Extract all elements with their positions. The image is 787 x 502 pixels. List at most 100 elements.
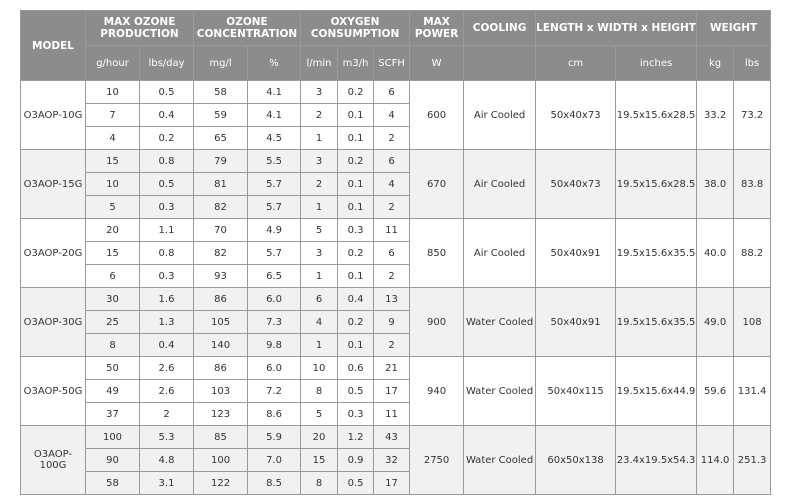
value-cell: 10 xyxy=(85,172,140,196)
value-cell: 5.7 xyxy=(247,241,302,265)
value-cell: 4.8 xyxy=(138,448,195,472)
power-cell: 900 xyxy=(409,287,465,357)
value-cell: 6 xyxy=(373,241,411,265)
value-cell: 2 xyxy=(373,195,411,219)
weight-kg-cell: 49.0 xyxy=(696,287,735,357)
value-cell: 2 xyxy=(138,402,195,426)
value-cell: 7 xyxy=(85,103,140,127)
unit-header: SCFH xyxy=(373,45,411,81)
unit-header: inches xyxy=(615,45,698,81)
value-cell: 123 xyxy=(193,402,249,426)
value-cell: 25 xyxy=(85,310,140,334)
value-cell: 0.3 xyxy=(337,218,375,242)
cooling-cell: Air Cooled xyxy=(463,80,537,150)
unit-header: lbs xyxy=(733,45,772,81)
power-cell: 850 xyxy=(409,218,465,288)
weight-kg-cell: 38.0 xyxy=(696,149,735,219)
value-cell: 90 xyxy=(85,448,140,472)
value-cell: 0.3 xyxy=(138,195,195,219)
value-cell: 0.2 xyxy=(337,310,375,334)
value-cell: 85 xyxy=(193,425,249,449)
value-cell: 0.1 xyxy=(337,126,375,150)
table-row: 58 3.1 122 8.5 8 0.5 17 xyxy=(21,471,771,495)
model-name-cell: O3AOP-15G xyxy=(20,149,86,219)
cooling-cell: Water Cooled xyxy=(463,425,537,495)
value-cell: 4 xyxy=(85,126,140,150)
value-cell: 4 xyxy=(373,172,411,196)
value-cell: 5.7 xyxy=(247,172,302,196)
value-cell: 2 xyxy=(373,264,411,288)
table-row: O3AOP-10G 10 0.5 58 4.1 3 0.2 6 600 Air Cooled 50x… xyxy=(20,80,772,150)
unit-header xyxy=(463,45,537,81)
table-row: O3AOP-15G 15 0.8 79 5.5 3 0.2 6 670 Air Cooled 50x… xyxy=(20,149,772,219)
value-cell: 4 xyxy=(373,103,411,127)
model-group: O3AOP-100G 100 5.3 85 5.9 20 1.2 43 2750 Water Co… xyxy=(20,425,772,495)
table-row: 37 2 123 8.6 5 0.3 11 xyxy=(21,402,771,426)
value-cell: 1 xyxy=(300,333,339,357)
value-cell: 5.3 xyxy=(138,425,195,449)
value-cell: 1 xyxy=(300,126,339,150)
value-cell: 81 xyxy=(193,172,249,196)
value-cell: 4.5 xyxy=(247,126,302,150)
power-cell: 600 xyxy=(409,80,465,150)
value-cell: 58 xyxy=(85,471,140,495)
model-name-cell: O3AOP-20G xyxy=(20,218,86,288)
value-cell: 0.5 xyxy=(138,80,195,104)
dimensions-cm-cell: 50x40x73 xyxy=(535,149,617,219)
value-cell: 93 xyxy=(193,264,249,288)
value-cell: 9.8 xyxy=(247,333,302,357)
value-cell: 86 xyxy=(193,287,249,311)
value-cell: 0.3 xyxy=(337,402,375,426)
value-cell: 5.9 xyxy=(247,425,302,449)
model-name-cell: O3AOP-10G xyxy=(20,80,86,150)
value-cell: 50 xyxy=(85,356,140,380)
table-row: O3AOP-50G 50 2.6 86 6.0 10 0.6 21 940 Water Coole… xyxy=(20,356,772,426)
value-cell: 70 xyxy=(193,218,249,242)
value-cell: 0.9 xyxy=(337,448,375,472)
value-cell: 6 xyxy=(373,149,411,173)
dimensions-inches-cell: 19.5x15.6x44.9 xyxy=(615,356,698,426)
weight-kg-cell: 114.0 xyxy=(696,425,735,495)
value-cell: 9 xyxy=(373,310,411,334)
weight-lbs-cell: 131.4 xyxy=(733,356,772,426)
value-cell: 0.2 xyxy=(337,80,375,104)
value-cell: 0.1 xyxy=(337,195,375,219)
value-cell: 2.6 xyxy=(138,356,195,380)
value-cell: 86 xyxy=(193,356,249,380)
value-cell: 65 xyxy=(193,126,249,150)
dimensions-inches-cell: 19.5x15.6x28.5 xyxy=(615,80,698,150)
header-concentration: OZONE CONCENTRATION xyxy=(193,10,302,46)
value-cell: 100 xyxy=(193,448,249,472)
value-cell: 8 xyxy=(300,379,339,403)
value-cell: 5.5 xyxy=(247,149,302,173)
value-cell: 79 xyxy=(193,149,249,173)
dimensions-cm-cell: 50x40x73 xyxy=(535,80,617,150)
model-group: O3AOP-15G 15 0.8 79 5.5 3 0.2 6 670 Air Cooled 50x… xyxy=(20,149,772,219)
value-cell: 0.5 xyxy=(337,471,375,495)
value-cell: 10 xyxy=(300,356,339,380)
table-row: 7 0.4 59 4.1 2 0.1 4 xyxy=(21,103,771,127)
value-cell: 0.4 xyxy=(138,333,195,357)
header-oxygen: OXYGEN CONSUMPTION xyxy=(300,10,411,46)
value-cell: 13 xyxy=(373,287,411,311)
header-weight: WEIGHT xyxy=(696,10,772,46)
unit-header: g/hour xyxy=(85,45,140,81)
weight-lbs-cell: 83.8 xyxy=(733,149,772,219)
value-cell: 0.4 xyxy=(337,287,375,311)
value-cell: 7.3 xyxy=(247,310,302,334)
power-cell: 940 xyxy=(409,356,465,426)
unit-header: mg/l xyxy=(193,45,249,81)
table-row: 8 0.4 140 9.8 1 0.1 2 xyxy=(21,333,771,357)
value-cell: 6.5 xyxy=(247,264,302,288)
value-cell: 5 xyxy=(85,195,140,219)
value-cell: 17 xyxy=(373,471,411,495)
unit-header: kg xyxy=(696,45,735,81)
value-cell: 140 xyxy=(193,333,249,357)
value-cell: 0.3 xyxy=(138,264,195,288)
value-cell: 8 xyxy=(85,333,140,357)
weight-lbs-cell: 88.2 xyxy=(733,218,772,288)
value-cell: 0.2 xyxy=(138,126,195,150)
value-cell: 49 xyxy=(85,379,140,403)
value-cell: 1.6 xyxy=(138,287,195,311)
value-cell: 5.7 xyxy=(247,195,302,219)
